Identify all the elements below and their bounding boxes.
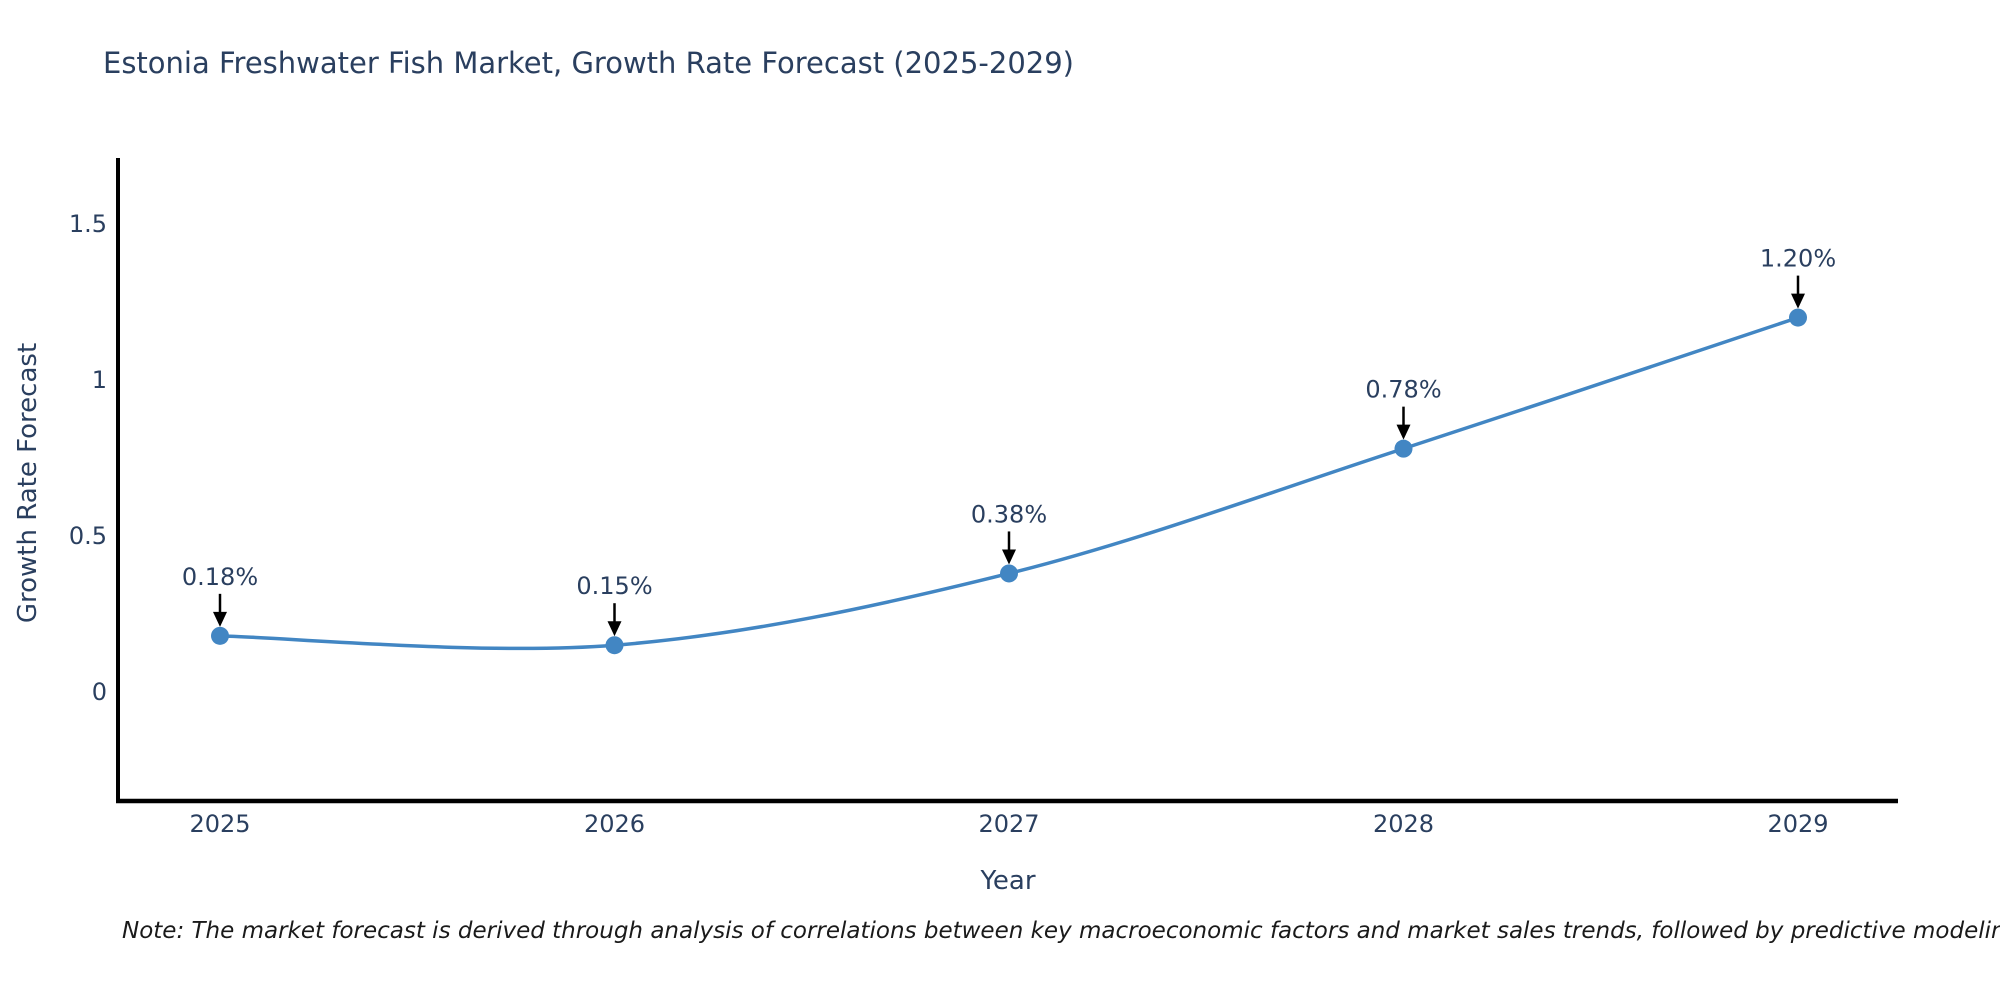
x-axis-title: Year <box>980 866 1036 896</box>
chart-title: Estonia Freshwater Fish Market, Growth R… <box>103 46 1074 80</box>
data-point-2026 <box>605 636 624 655</box>
data-point-2028 <box>1394 439 1413 458</box>
annotation-label-2027: 0.38% <box>971 500 1047 528</box>
series-line <box>219 315 1799 651</box>
annotation-arrowhead-2028 <box>1396 424 1411 440</box>
annotation-label-2029: 1.20% <box>1760 245 1836 273</box>
x-tick-label-2025: 2025 <box>189 810 250 838</box>
y-tick-label-1.5: 1.5 <box>69 210 107 238</box>
annotation-arrowhead-2029 <box>1791 293 1805 309</box>
x-tick-label-2027: 2027 <box>978 810 1039 838</box>
series-markers <box>211 308 1807 655</box>
annotation-arrowhead-2025 <box>213 611 227 627</box>
y-axis-tick-labels: 0 0.5 1 1.5 <box>69 210 107 706</box>
data-point-2029 <box>1789 308 1807 327</box>
growth-rate-line <box>219 315 1799 651</box>
annotation-arrowhead-2026 <box>607 621 622 637</box>
annotation-label-2026: 0.15% <box>576 572 652 600</box>
data-point-2025 <box>211 626 229 645</box>
x-tick-label-2028: 2028 <box>1373 810 1434 838</box>
x-tick-label-2026: 2026 <box>584 810 645 838</box>
y-axis-title: Growth Rate Forecast <box>13 342 43 624</box>
footnote-text: Note: The market forecast is derived thr… <box>122 918 2000 944</box>
y-tick-label-0.5: 0.5 <box>69 522 107 550</box>
x-axis-tick-labels: 2025 2026 2027 2028 2029 <box>189 810 1828 838</box>
annotation-arrowhead-2027 <box>1002 549 1016 565</box>
annotation-label-2025: 0.18% <box>182 563 258 591</box>
data-point-annotations: 0.18% 0.15% 0.38% 0.78% 1.20% <box>182 245 1836 637</box>
data-point-2027 <box>1000 564 1018 583</box>
annotation-label-2028: 0.78% <box>1365 376 1441 404</box>
y-tick-label-0: 0 <box>92 678 107 706</box>
y-tick-label-1: 1 <box>92 366 107 394</box>
x-tick-label-2029: 2029 <box>1767 810 1828 838</box>
